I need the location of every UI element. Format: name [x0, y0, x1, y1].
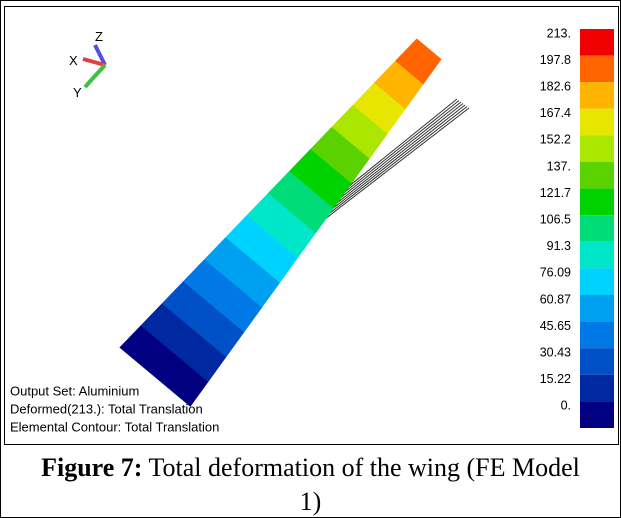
- legend-swatch: [580, 162, 614, 189]
- legend-swatch: [580, 56, 614, 83]
- legend-swatch: [580, 401, 614, 428]
- caption-label: Figure 7:: [41, 453, 142, 482]
- legend-swatch: [580, 109, 614, 136]
- legend-swatch: [580, 29, 614, 56]
- legend-label: 152.2: [540, 133, 571, 147]
- legend-swatch: [580, 189, 614, 216]
- legend-label: 182.6: [540, 79, 571, 93]
- info-line: Elemental Contour: Total Translation: [10, 419, 219, 434]
- legend-swatch: [580, 295, 614, 322]
- legend-label: 197.8: [540, 53, 571, 67]
- figure: Z X Y 213. 197.8 182.6 167.4 152.2 137. 121.7 1…: [4, 6, 619, 445]
- legend-swatch: [580, 322, 614, 349]
- legend-swatch: [580, 82, 614, 109]
- triad-label: X: [69, 53, 78, 68]
- legend: 213. 197.8 182.6 167.4 152.2 137. 121.7 106.5 91…: [540, 26, 614, 428]
- triad-label: Y: [73, 85, 82, 100]
- legend-label: 45.65: [540, 319, 571, 333]
- info-line: Output Set: Aluminium: [10, 383, 139, 398]
- triad-label: Z: [95, 29, 103, 44]
- deformed-wing: [120, 39, 442, 407]
- legend-label: 91.3: [547, 239, 571, 253]
- legend-swatch: [580, 242, 614, 269]
- page: Z X Y 213. 197.8 182.6 167.4 152.2 137. 121.7 1…: [0, 0, 621, 518]
- legend-label: 167.4: [540, 106, 571, 120]
- legend-label: 0.: [561, 399, 571, 413]
- legend-swatch: [580, 215, 614, 242]
- legend-swatch: [580, 375, 614, 402]
- legend-label: 15.22: [540, 372, 571, 386]
- legend-label: 76.09: [540, 266, 571, 280]
- triad: Z X Y: [69, 29, 105, 100]
- info-line: Deformed(213.): Total Translation: [10, 401, 203, 416]
- legend-label: 106.5: [540, 212, 571, 226]
- legend-label: 60.87: [540, 292, 571, 306]
- legend-swatch: [580, 268, 614, 295]
- caption-text: Total deformation of the wing (FE Model …: [148, 453, 579, 516]
- legend-label: 121.7: [540, 186, 571, 200]
- caption: Figure 7:Total deformation of the wing (…: [1, 451, 620, 518]
- legend-label: 30.43: [540, 345, 571, 359]
- legend-label: 137.: [547, 159, 571, 173]
- legend-label: 213.: [547, 26, 571, 40]
- fe-plot: Z X Y 213. 197.8 182.6 167.4 152.2 137. 121.7 1…: [5, 7, 618, 444]
- legend-swatch: [580, 348, 614, 375]
- legend-swatch: [580, 135, 614, 162]
